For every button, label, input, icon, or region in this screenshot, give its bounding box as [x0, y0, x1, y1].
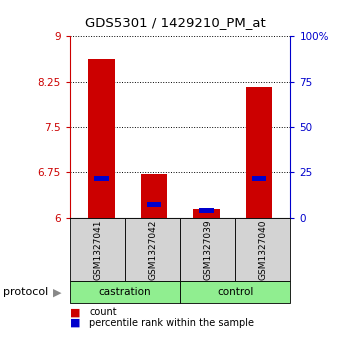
Bar: [246, 86, 272, 218]
Text: count: count: [89, 307, 117, 317]
Text: protocol: protocol: [4, 287, 49, 297]
Text: control: control: [217, 287, 253, 297]
Bar: [199, 208, 214, 213]
Text: GSM1327041: GSM1327041: [93, 219, 102, 280]
Bar: [147, 203, 161, 207]
Text: GDS5301 / 1429210_PM_at: GDS5301 / 1429210_PM_at: [85, 16, 265, 29]
Text: ■: ■: [70, 307, 80, 317]
Text: castration: castration: [99, 287, 152, 297]
Text: percentile rank within the sample: percentile rank within the sample: [89, 318, 254, 328]
Bar: [252, 176, 266, 180]
Text: GSM1327042: GSM1327042: [148, 219, 157, 280]
Text: GSM1327040: GSM1327040: [258, 219, 267, 280]
Bar: [94, 176, 109, 180]
Text: ■: ■: [70, 318, 80, 328]
Text: ▶: ▶: [53, 287, 61, 297]
Bar: [141, 174, 167, 218]
Bar: [88, 59, 114, 218]
Text: GSM1327039: GSM1327039: [203, 219, 212, 280]
Bar: [193, 209, 219, 218]
